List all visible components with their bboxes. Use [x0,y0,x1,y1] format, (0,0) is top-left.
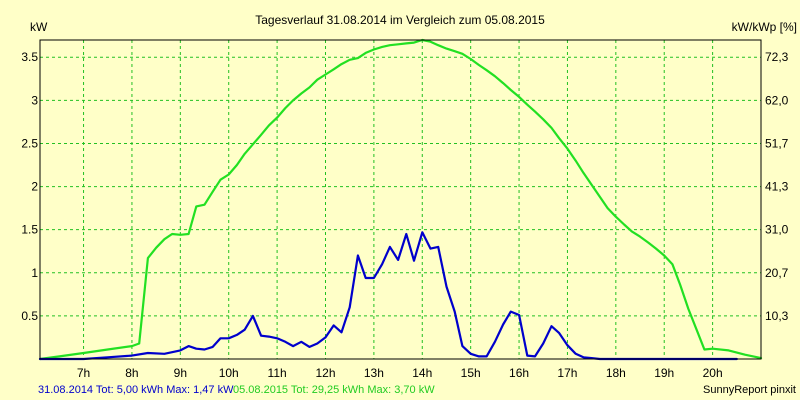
y2-tick-labels: 10,3 20,7 31,0 41,3 51,7 62,0 72,3 [765,50,789,323]
x-tick-label: 14h [412,366,432,380]
x-tick-label: 7h [77,366,90,380]
plot-frame [39,39,762,360]
y-tick-labels: 0.5 1 1.5 2 2.5 3 3.5 [21,50,38,323]
footer-credit: SunnyReport pinxit [703,384,796,396]
x-tick-label: 17h [557,366,577,380]
y2-tick-label: 72,3 [765,50,789,64]
x-tick-label: 15h [461,366,481,380]
y-tick-label: 2 [31,180,38,194]
y2-tick-label: 41,3 [765,180,789,194]
y2-tick-label: 62,0 [765,93,789,107]
y-tick-label: 3.5 [21,50,38,64]
grid [40,40,761,359]
chart-title: Tagesverlauf 31.08.2014 im Vergleich zum… [255,13,545,27]
x-tick-label: 19h [654,366,674,380]
y-tick-label: 3 [31,93,38,107]
x-tick-label: 16h [509,366,529,380]
x-tick-label: 13h [364,366,384,380]
x-tick-label: 12h [315,366,335,380]
x-tick-label: 8h [125,366,138,380]
y-tick-label: 0.5 [21,309,38,323]
legend-series-2014: 31.08.2014 Tot: 5,00 kWh Max: 1,47 kW [38,384,234,396]
y2-tick-label: 31,0 [765,223,789,237]
y2-tick-label: 20,7 [765,266,789,280]
y-axis-label-right: kW/kWp [%] [732,20,797,34]
x-tick-labels: 7h 8h 9h 10h 11h 12h 13h 14h 15h 16h 17h 18h 19h 20h [77,366,723,380]
y2-tick-label: 10,3 [765,309,789,323]
legend-series-2015: 05.08.2015 Tot: 29,25 kWh Max: 3,70 kW [233,384,435,396]
series-line-2015 [38,38,763,361]
x-tick-label: 11h [268,366,287,380]
x-tick-label: 20h [703,366,723,380]
x-tick-label: 9h [174,366,187,380]
y2-tick-label: 51,7 [765,136,789,150]
y-tick-label: 2.5 [21,136,38,150]
x-tick-label: 18h [606,366,626,380]
y-tick-label: 1 [31,266,38,280]
x-tick-label: 10h [219,366,239,380]
y-axis-label-left: kW [30,20,48,34]
y-tick-label: 1.5 [21,223,38,237]
